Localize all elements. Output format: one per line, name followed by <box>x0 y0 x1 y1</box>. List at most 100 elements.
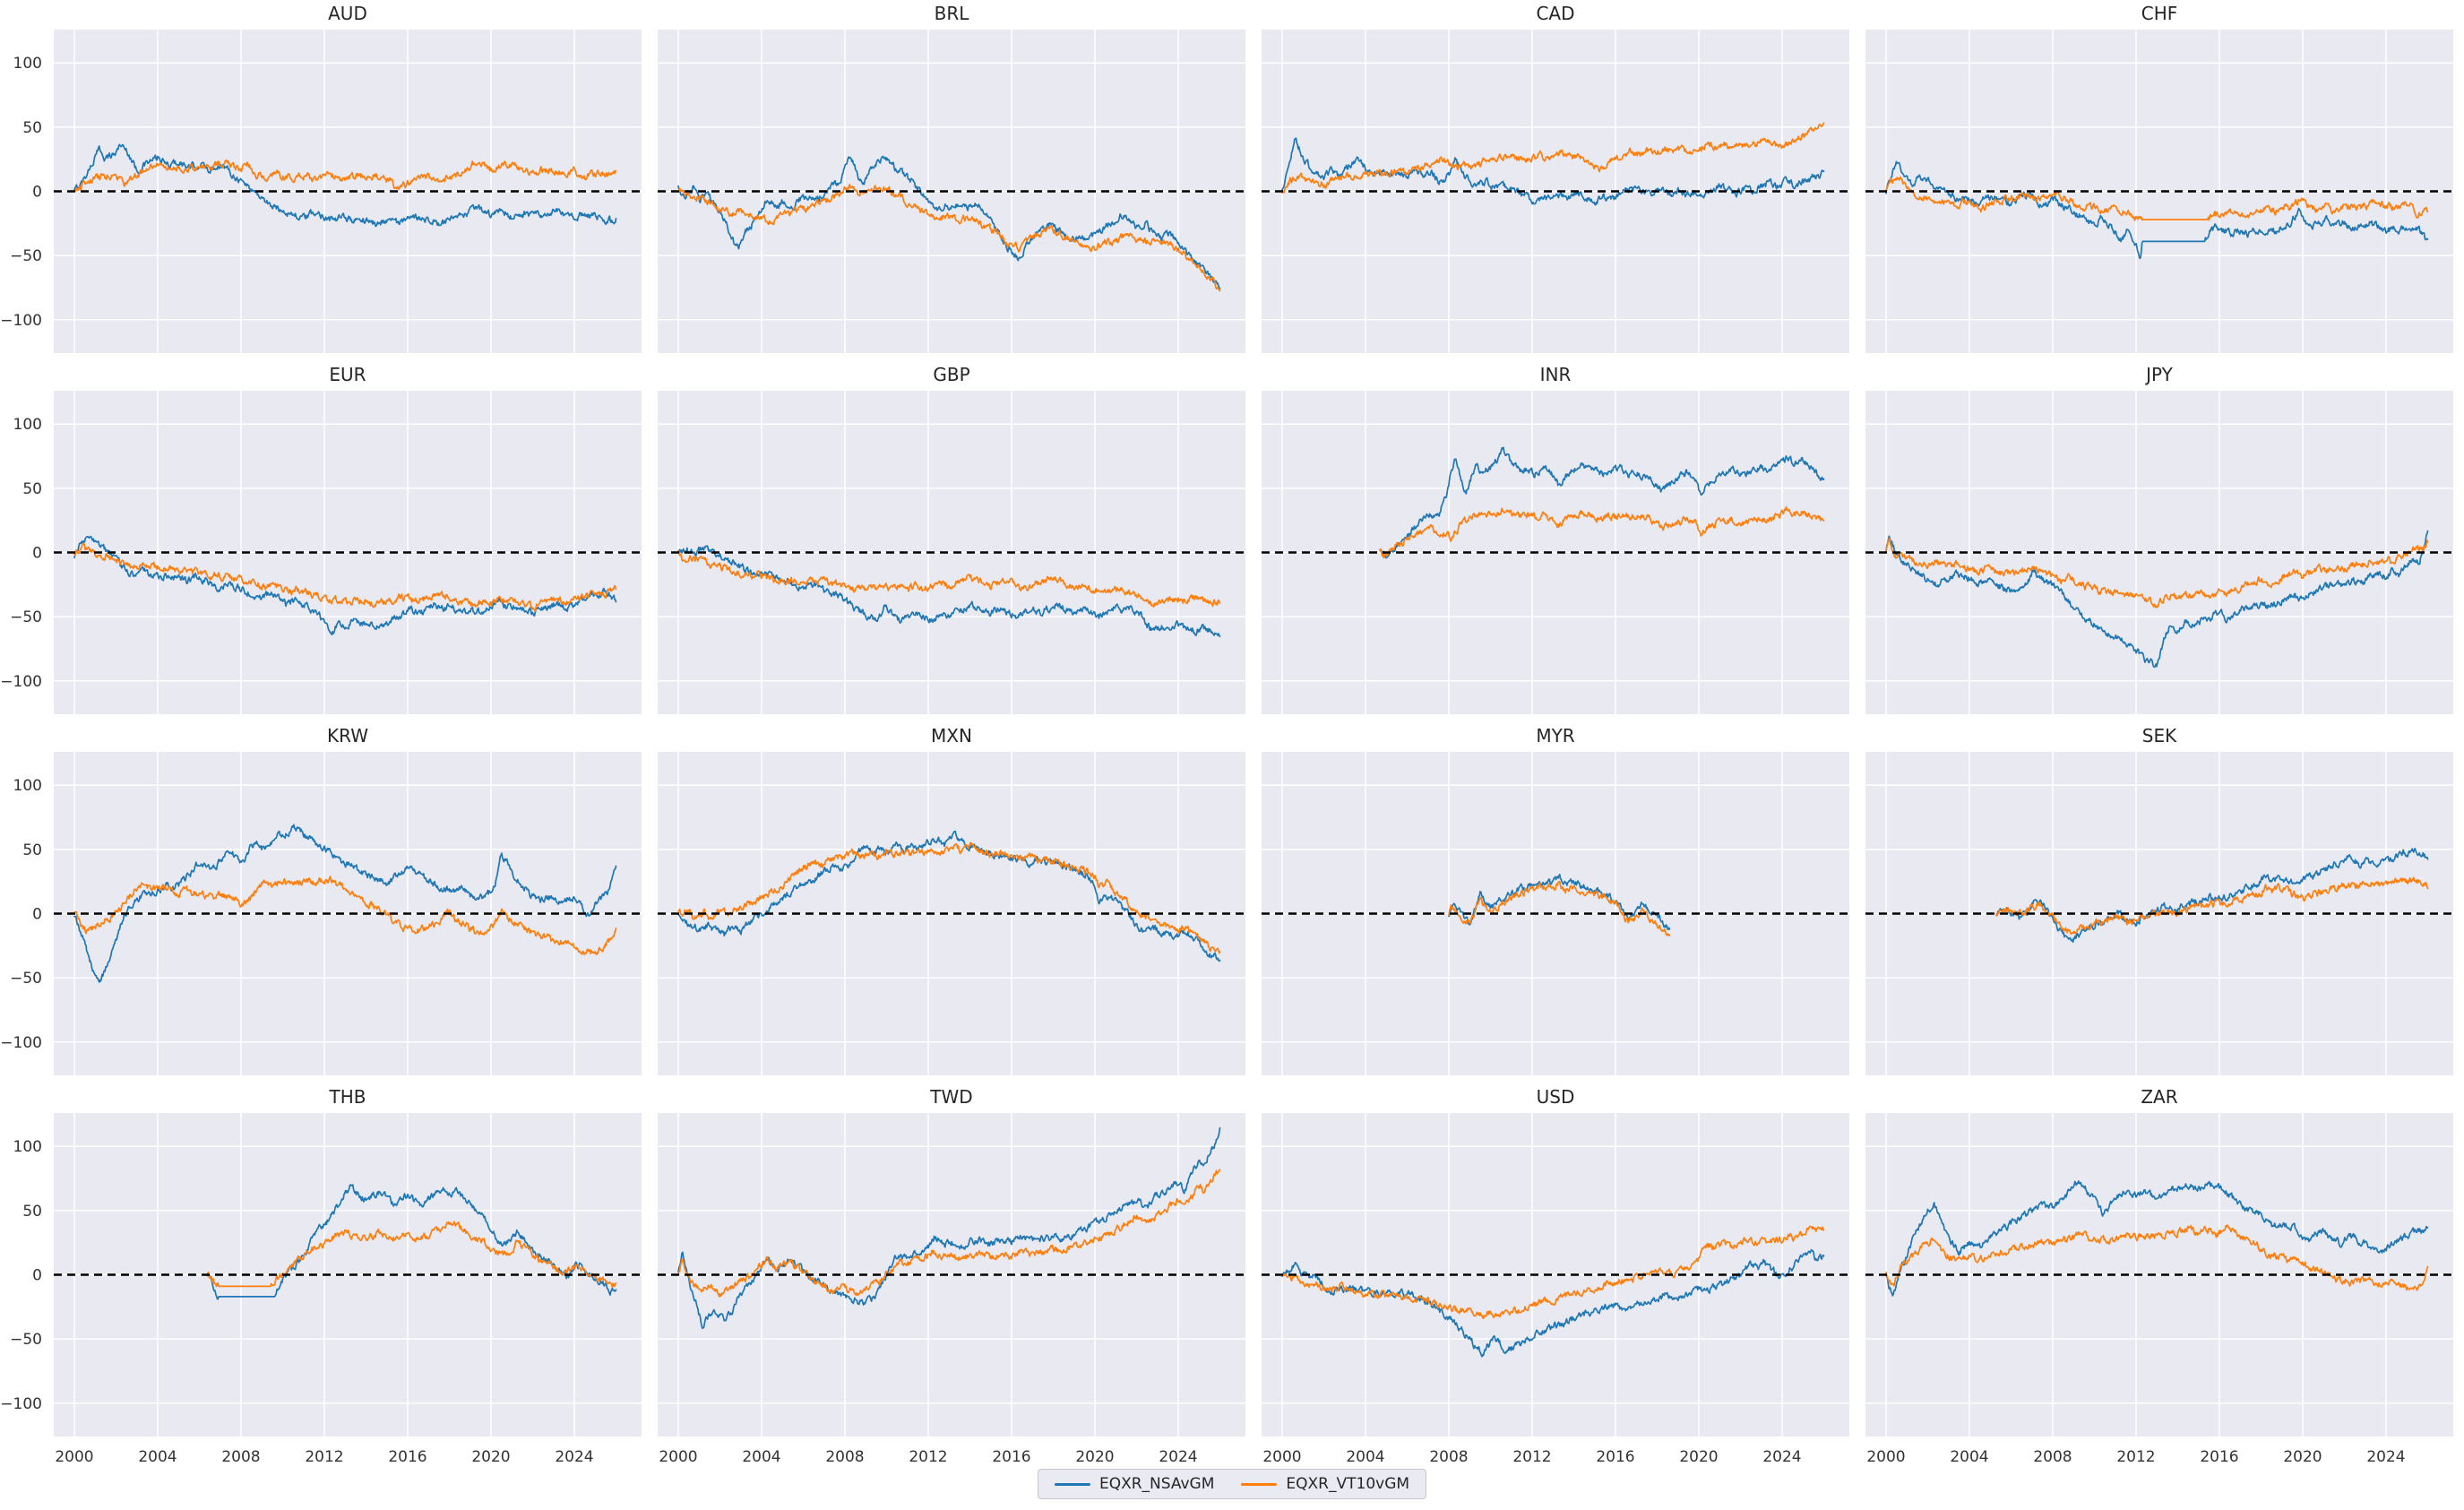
panel-title: INR <box>1540 364 1572 385</box>
y-tick-label: 100 <box>13 1138 42 1156</box>
series-line-EQXR_NSAvGM <box>677 155 1221 289</box>
panel-title: TWD <box>929 1086 972 1108</box>
x-tick-label: 2004 <box>138 1448 177 1466</box>
series-line-EQXR_VT10vGM <box>677 841 1221 954</box>
y-tick-label: −100 <box>0 673 42 691</box>
series-line-EQXR_VT10vGM <box>1281 1225 1825 1320</box>
x-tick-label: 2016 <box>388 1448 426 1466</box>
series-line-EQXR_VT10vGM <box>1379 505 1825 559</box>
legend: EQXR_NSAvGM EQXR_VT10vGM <box>1037 1469 1427 1499</box>
panel-title: BRL <box>935 3 970 24</box>
x-tick-label: 2012 <box>2116 1448 2155 1466</box>
series-line-EQXR_VT10vGM <box>677 184 1221 292</box>
panel-title: EUR <box>329 364 366 385</box>
x-tick-label: 2024 <box>2366 1448 2405 1466</box>
x-tick-label: 2020 <box>2283 1448 2322 1466</box>
series-line-EQXR_VT10vGM <box>73 159 617 193</box>
x-tick-label: 2008 <box>1429 1448 1468 1466</box>
panel-title: SEK <box>2142 725 2177 746</box>
x-tick-label: 2000 <box>55 1448 93 1466</box>
series-line-EQXR_VT10vGM <box>206 1221 617 1289</box>
x-tick-label: 2016 <box>2200 1448 2238 1466</box>
panel-ZAR: ZAR 2000 2004 2008 2012 2016 2020 2024 <box>1865 1086 2453 1466</box>
series-line-EQXR_NSAvGM <box>1995 847 2429 944</box>
panel-title: KRW <box>327 725 368 746</box>
x-tick-label: 2004 <box>742 1448 780 1466</box>
panel-EUR: EUR 100 50 0 −50 −100 <box>0 364 642 714</box>
series-line-EQXR_VT10vGM <box>1995 876 2429 936</box>
series-line-EQXR_NSAvGM <box>1379 446 1825 559</box>
legend-label: EQXR_VT10vGM <box>1286 1475 1410 1493</box>
x-tick-label: 2008 <box>825 1448 864 1466</box>
panel-BRL: BRL <box>658 3 1245 353</box>
x-tick-label: 2008 <box>2033 1448 2072 1466</box>
series-line-EQXR_VT10vGM <box>73 542 617 612</box>
x-tick-label: 2004 <box>1950 1448 1988 1466</box>
panel-SEK: SEK <box>1865 725 2453 1075</box>
x-tick-label: 2008 <box>221 1448 260 1466</box>
x-tick-label: 2024 <box>1762 1448 1801 1466</box>
y-tick-label: 0 <box>32 1267 42 1285</box>
panel-title: AUD <box>328 3 367 24</box>
series-line-EQXR_NSAvGM <box>206 1184 617 1300</box>
legend-line-swatch <box>1054 1482 1090 1486</box>
panel-title: THB <box>329 1086 366 1108</box>
panel-MYR: MYR <box>1262 725 1849 1075</box>
panel-title: ZAR <box>2141 1086 2177 1108</box>
y-tick-label: −100 <box>0 312 42 330</box>
panel-THB: THB 100 50 0 −50 −100 2000 2004 2008 2012 2016 2020… <box>0 1086 642 1466</box>
series-line-EQXR_VT10vGM <box>1281 122 1825 194</box>
y-tick-label: 50 <box>22 119 42 137</box>
series-line-EQXR_NSAvGM <box>73 535 617 636</box>
legend-entry-EQXR_VT10vGM: EQXR_VT10vGM <box>1241 1475 1409 1493</box>
series-line-EQXR_NSAvGM <box>1281 1248 1825 1358</box>
panel-title: CHF <box>2141 3 2178 24</box>
panel-title: GBP <box>933 364 969 385</box>
y-tick-label: −100 <box>0 1034 42 1052</box>
x-tick-label: 2020 <box>1679 1448 1718 1466</box>
panel-TWD: TWD 2000 2004 2008 2012 2016 2020 2024 <box>658 1086 1245 1466</box>
y-tick-label: 50 <box>22 480 42 498</box>
x-tick-label: 2012 <box>305 1448 343 1466</box>
series-line-EQXR_NSAvGM <box>677 1126 1221 1330</box>
y-tick-label: −50 <box>10 247 42 265</box>
panel-CHF: CHF <box>1865 3 2453 353</box>
panel-title: MYR <box>1536 725 1574 746</box>
panel-INR: INR <box>1262 364 1849 714</box>
series-line-EQXR_NSAvGM <box>1448 873 1671 930</box>
x-tick-label: 2012 <box>909 1448 947 1466</box>
x-tick-label: 2000 <box>1262 1448 1301 1466</box>
x-tick-label: 2020 <box>1075 1448 1114 1466</box>
series-line-EQXR_NSAvGM <box>1885 530 2429 669</box>
series-line-EQXR_VT10vGM <box>677 1169 1221 1298</box>
series-line-EQXR_NSAvGM <box>73 143 617 228</box>
y-tick-label: −50 <box>10 608 42 626</box>
panel-title: USD <box>1537 1086 1575 1108</box>
panel-KRW: KRW 100 50 0 −50 −100 <box>0 725 642 1075</box>
series-line-EQXR_VT10vGM <box>1885 537 2429 608</box>
x-tick-label: 2024 <box>555 1448 593 1466</box>
legend-line-swatch <box>1241 1482 1278 1486</box>
y-tick-label: 100 <box>13 55 42 73</box>
y-tick-label: 100 <box>13 777 42 795</box>
panel-title: MXN <box>931 725 972 746</box>
x-tick-label: 2012 <box>1512 1448 1551 1466</box>
legend-label: EQXR_NSAvGM <box>1098 1475 1215 1493</box>
series-line-EQXR_VT10vGM <box>1885 1224 2429 1291</box>
x-tick-label: 2000 <box>1866 1448 1905 1466</box>
series-line-EQXR_VT10vGM <box>1448 880 1671 936</box>
x-tick-label: 2000 <box>659 1448 697 1466</box>
series-line-EQXR_VT10vGM <box>73 876 617 956</box>
y-tick-label: 100 <box>13 416 42 434</box>
y-tick-label: −100 <box>0 1395 42 1413</box>
series-line-EQXR_NSAvGM <box>677 545 1221 638</box>
y-tick-label: −50 <box>10 970 42 988</box>
series-line-EQXR_NSAvGM <box>1885 1180 2429 1297</box>
x-tick-label: 2004 <box>1346 1448 1384 1466</box>
series-line-EQXR_VT10vGM <box>1885 176 2429 221</box>
series-line-EQXR_VT10vGM <box>677 549 1221 608</box>
y-tick-label: 50 <box>22 1203 42 1221</box>
y-tick-label: 50 <box>22 841 42 859</box>
